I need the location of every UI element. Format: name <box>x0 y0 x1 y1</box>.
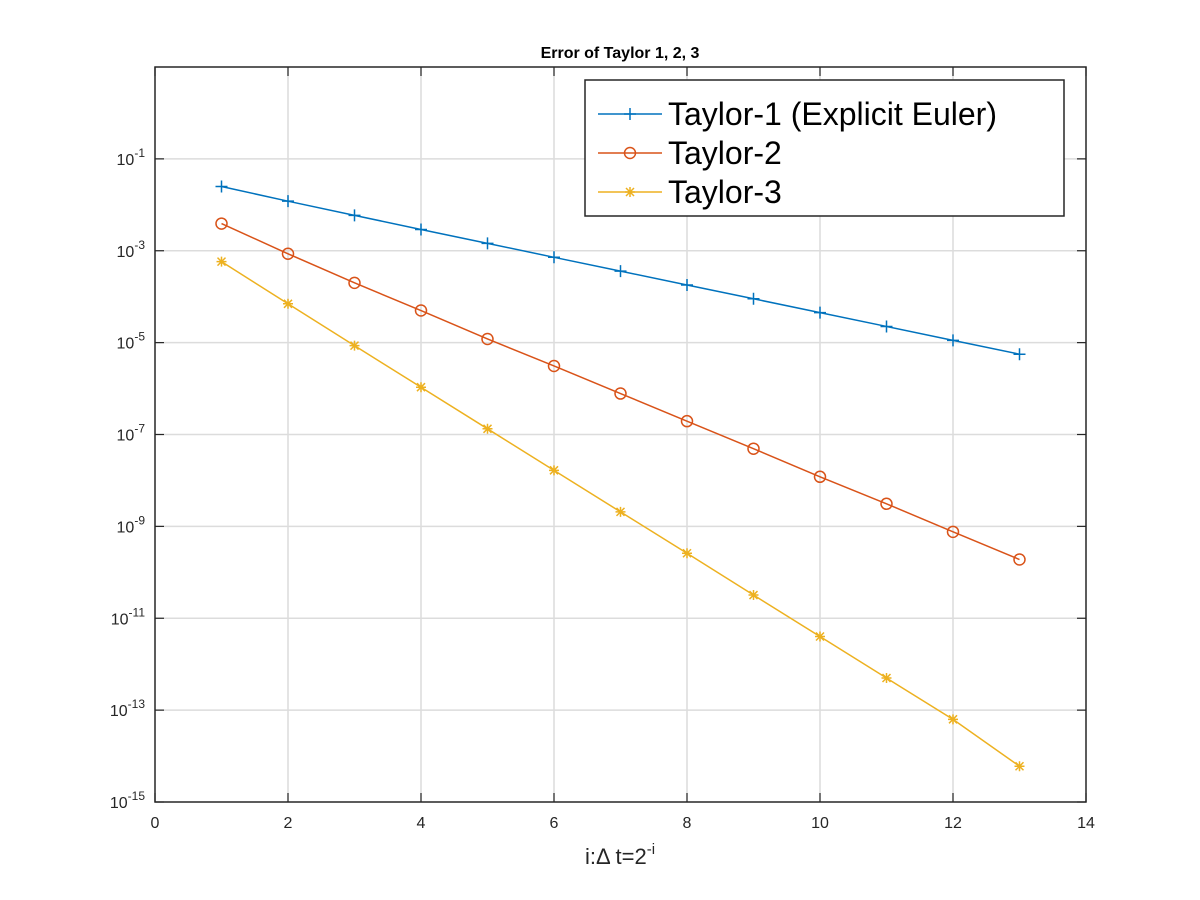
series-1 <box>215 180 1026 361</box>
data-point <box>946 525 960 539</box>
data-point <box>216 256 227 267</box>
data-point <box>414 304 428 317</box>
legend-label: Taylor-3 <box>668 174 782 210</box>
data-point <box>948 714 958 725</box>
legend-label: Taylor-2 <box>668 135 782 171</box>
data-point <box>283 298 293 309</box>
data-point <box>1013 553 1026 566</box>
y-tick-label-exponent: -11 <box>129 605 146 619</box>
x-tick-label: 2 <box>284 815 293 832</box>
y-tick-label: 10-11 <box>111 605 146 628</box>
data-point <box>748 590 759 601</box>
series-layer <box>215 180 1026 772</box>
y-tick-label: 10-1 <box>117 146 146 169</box>
x-tick-label: 12 <box>944 815 962 832</box>
data-point <box>880 320 893 333</box>
y-tick-label-exponent: -7 <box>134 422 145 436</box>
y-tick-label-base: 10 <box>117 244 135 261</box>
data-point <box>1014 761 1025 772</box>
data-point <box>416 382 426 393</box>
data-point <box>615 506 626 517</box>
legend-box <box>584 79 1065 217</box>
legend-entry: Taylor-3 <box>598 174 782 210</box>
data-point <box>482 423 493 434</box>
data-point <box>947 334 959 347</box>
y-tick-label-exponent: -15 <box>128 789 146 803</box>
legend-marker <box>623 146 637 160</box>
y-tick-label: 10-3 <box>117 238 146 261</box>
series-line <box>221 222 1020 561</box>
x-axis-label-exponent: -i <box>647 841 655 858</box>
y-tick-label-exponent: -1 <box>134 146 145 160</box>
x-tick-labels: 0 2 4 6 8 10 12 14 <box>151 815 1095 832</box>
legend: Taylor-1 (Explicit Euler)Taylor-2Taylor-… <box>584 79 1065 217</box>
data-point <box>813 470 827 484</box>
y-tick-label: 10-15 <box>110 789 145 812</box>
data-point <box>1013 348 1026 361</box>
data-point <box>881 673 892 684</box>
data-point <box>815 631 825 642</box>
tick-marks <box>154 67 1087 803</box>
data-point <box>215 180 228 193</box>
x-axis-label-main: i:Δ t=2 <box>585 844 647 869</box>
data-point <box>680 414 694 428</box>
data-point <box>415 223 427 236</box>
data-point <box>814 306 826 319</box>
data-point <box>682 548 692 559</box>
legend-marker <box>624 108 636 120</box>
data-point <box>547 359 561 373</box>
x-tick-label: 6 <box>550 815 559 832</box>
series-3 <box>216 256 1025 772</box>
x-tick-label: 0 <box>151 815 160 832</box>
y-tick-label-base: 10 <box>111 611 129 628</box>
data-point <box>614 387 627 400</box>
data-point <box>348 209 361 222</box>
y-tick-label-exponent: -13 <box>128 697 146 711</box>
x-tick-label: 10 <box>811 815 829 832</box>
y-tick-label-exponent: -3 <box>134 238 145 252</box>
data-point <box>349 340 360 351</box>
chart-title: Error of Taylor 1, 2, 3 <box>541 45 700 62</box>
data-point <box>481 237 494 250</box>
data-point <box>614 265 627 278</box>
x-tick-label: 14 <box>1077 815 1095 832</box>
y-tick-label: 10-9 <box>117 513 146 536</box>
x-axis-label: i:Δ t=2-i <box>585 841 655 869</box>
y-tick-label-base: 10 <box>117 519 135 536</box>
x-tick-label: 8 <box>683 815 692 832</box>
data-point <box>348 276 361 290</box>
y-tick-label: 10-13 <box>110 697 145 720</box>
y-tick-label: 10-7 <box>117 422 146 445</box>
legend-marker <box>625 187 635 197</box>
data-point <box>282 195 294 208</box>
data-point <box>215 217 228 230</box>
data-point <box>747 442 760 455</box>
data-point <box>549 465 559 476</box>
legend-label: Taylor-1 (Explicit Euler) <box>668 96 997 132</box>
data-point <box>880 497 893 511</box>
series-2 <box>215 217 1026 566</box>
legend-entry: Taylor-2 <box>598 135 782 171</box>
data-point <box>281 247 295 261</box>
y-tick-label-exponent: -5 <box>134 330 145 344</box>
x-tick-label: 4 <box>417 815 426 832</box>
legend-entries: Taylor-1 (Explicit Euler)Taylor-2Taylor-… <box>598 96 997 210</box>
legend-entry: Taylor-1 (Explicit Euler) <box>598 96 997 132</box>
data-point <box>481 332 494 346</box>
y-tick-label-base: 10 <box>117 428 135 445</box>
y-tick-label: 10-5 <box>117 330 146 353</box>
y-tick-label-base: 10 <box>110 703 128 720</box>
y-tick-label-base: 10 <box>110 795 128 812</box>
data-point <box>548 251 560 264</box>
data-point <box>747 292 760 305</box>
y-tick-label-base: 10 <box>117 336 135 353</box>
y-tick-label-exponent: -9 <box>134 513 145 527</box>
y-tick-label-base: 10 <box>117 152 135 169</box>
data-point <box>681 278 693 291</box>
